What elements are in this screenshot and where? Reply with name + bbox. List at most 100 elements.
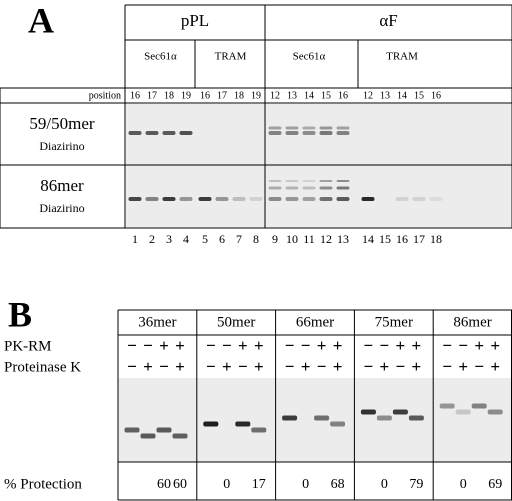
pk-rm-sign: + xyxy=(317,336,327,355)
pk-rm-sign: − xyxy=(143,336,153,355)
position: 14 xyxy=(304,90,314,101)
gel-band xyxy=(286,131,299,135)
lane-number: 14 xyxy=(362,232,374,246)
position: 15 xyxy=(414,90,424,101)
gel-band xyxy=(269,187,282,190)
position: 19 xyxy=(251,90,261,101)
gel-band xyxy=(269,180,282,182)
lane-number: 17 xyxy=(413,232,425,246)
panel-label: A xyxy=(28,0,54,40)
protection-value: 68 xyxy=(331,477,345,492)
proteinase-sign: + xyxy=(143,357,153,376)
lane-number: 2 xyxy=(149,232,155,246)
gel-band xyxy=(282,416,297,421)
lane-number: 8 xyxy=(253,232,259,246)
construct-label: 50mer xyxy=(217,314,255,330)
protection-value: 60 xyxy=(173,477,187,492)
protection-value: 60 xyxy=(157,477,171,492)
gel-band xyxy=(163,197,176,201)
position: 16 xyxy=(200,90,210,101)
pk-rm-sign: − xyxy=(301,336,311,355)
figure: A B positionpPLSec61α16171819TRAM1617181… xyxy=(0,0,512,501)
gel-band xyxy=(250,197,263,201)
lane-number: 9 xyxy=(272,232,278,246)
gel-band xyxy=(413,197,426,201)
gel-band xyxy=(320,131,333,135)
pk-rm-sign: + xyxy=(333,336,343,355)
gel-band xyxy=(303,180,316,182)
position-label: position xyxy=(89,90,121,101)
group-label: αF xyxy=(379,11,397,30)
row-label: % Protection xyxy=(4,476,82,492)
protection-value: 0 xyxy=(223,477,230,492)
construct-label: 75mer xyxy=(375,314,413,330)
gel-band xyxy=(163,131,176,135)
gel-band xyxy=(269,127,282,130)
proteinase-sign: + xyxy=(254,357,264,376)
row-label: 59/50mer xyxy=(29,114,94,133)
gel-band xyxy=(233,197,246,201)
gel-band xyxy=(337,127,350,130)
lane-number: 15 xyxy=(379,232,391,246)
pk-rm-sign: − xyxy=(127,336,137,355)
gel-band xyxy=(216,197,229,201)
gel-band xyxy=(472,404,487,409)
lane-number: 3 xyxy=(166,232,172,246)
gel-band xyxy=(173,434,188,439)
row-label: 86mer xyxy=(40,176,84,195)
row-sublabel: Diazirino xyxy=(39,139,84,153)
gel-band xyxy=(320,180,333,182)
proteinase-sign: + xyxy=(301,357,311,376)
lane-number: 13 xyxy=(337,232,349,246)
lane-number: 11 xyxy=(303,232,315,246)
gel-band xyxy=(286,197,299,201)
gel-band xyxy=(330,422,345,427)
position: 19 xyxy=(181,90,191,101)
gel-band xyxy=(393,410,408,415)
proteinase-sign: + xyxy=(175,357,185,376)
lane-number: 7 xyxy=(236,232,242,246)
gel-band xyxy=(129,197,142,201)
gel-band xyxy=(362,197,375,201)
proteinase-sign: − xyxy=(364,357,374,376)
gel-band xyxy=(180,197,193,201)
proteinase-sign: + xyxy=(412,357,422,376)
gel-band xyxy=(337,187,350,190)
gel-band xyxy=(157,428,172,433)
gel-band xyxy=(269,131,282,135)
position: 13 xyxy=(287,90,297,101)
position: 17 xyxy=(147,90,157,101)
construct-label: 66mer xyxy=(296,314,334,330)
lane-number: 5 xyxy=(202,232,208,246)
subgroup-label: Sec61α xyxy=(144,51,177,63)
gel-band xyxy=(488,410,503,415)
position: 18 xyxy=(234,90,244,101)
gel-band xyxy=(203,422,218,427)
gel-band xyxy=(320,197,333,201)
protection-value: 79 xyxy=(409,477,423,492)
gel-band xyxy=(409,416,424,421)
row-label: Proteinase K xyxy=(4,359,81,375)
proteinase-sign: − xyxy=(442,357,452,376)
pk-rm-sign: + xyxy=(490,336,500,355)
pk-rm-sign: − xyxy=(222,336,232,355)
gel-band xyxy=(303,131,316,135)
position: 15 xyxy=(321,90,331,101)
gel-band xyxy=(303,187,316,190)
gel-band xyxy=(286,180,299,182)
proteinase-sign: − xyxy=(127,357,137,376)
protection-value: 17 xyxy=(252,477,266,492)
gel-band xyxy=(251,428,266,433)
protection-value: 0 xyxy=(381,477,388,492)
proteinase-sign: − xyxy=(317,357,327,376)
protection-value: 0 xyxy=(460,477,467,492)
gel-band xyxy=(377,416,392,421)
subgroup-label: TRAM xyxy=(215,51,247,63)
gel-band xyxy=(286,127,299,130)
gel-band xyxy=(303,127,316,130)
construct-label: 86mer xyxy=(453,314,491,330)
subgroup-label: Sec61α xyxy=(293,51,326,63)
pk-rm-sign: − xyxy=(285,336,295,355)
protection-value: 0 xyxy=(302,477,309,492)
proteinase-sign: − xyxy=(238,357,248,376)
